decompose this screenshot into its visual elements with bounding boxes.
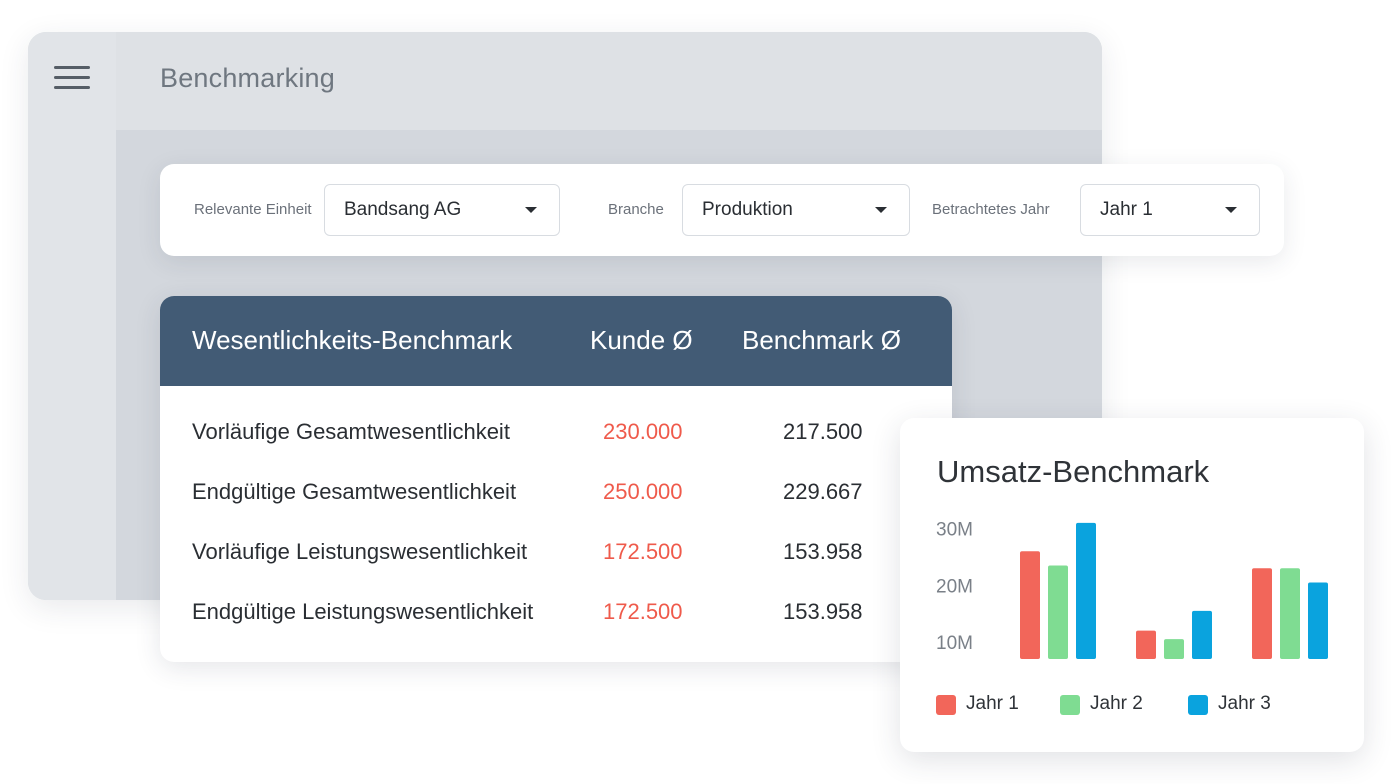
industry-select[interactable]: Produktion [682, 184, 910, 236]
hamburger-menu-icon[interactable] [54, 66, 90, 90]
benchmark-value: 229.667 [783, 479, 863, 504]
chevron-down-icon [525, 207, 537, 213]
year-filter-label: Betrachtetes Jahr [932, 201, 1050, 218]
bar-jahr-3 [1308, 582, 1328, 659]
chevron-down-icon [1225, 207, 1237, 213]
bar-jahr-1 [1136, 630, 1156, 659]
row-label: Vorläufige Leistungswesentlichkeit [192, 539, 528, 564]
table-row: Endgültige Gesamtwesentlichkeit 250.000 … [160, 479, 952, 539]
legend-swatch [1188, 695, 1208, 715]
bar-jahr-2 [1164, 639, 1184, 659]
legend-label: Jahr 3 [1218, 693, 1271, 714]
chevron-down-icon [875, 207, 887, 213]
bar-jahr-3 [1192, 610, 1212, 659]
table-row: Vorläufige Gesamtwesentlichkeit 230.000 … [160, 419, 952, 479]
chart-title: Umsatz-Benchmark [937, 454, 1210, 489]
bar-jahr-2 [1280, 568, 1300, 659]
row-label: Endgültige Gesamtwesentlichkeit [192, 479, 517, 504]
materiality-benchmark-table: Wesentlichkeits-Benchmark Kunde Ø Benchm… [160, 296, 952, 662]
page-title: Benchmarking [160, 63, 335, 93]
legend-swatch [936, 695, 956, 715]
customer-value: 230.000 [603, 419, 683, 444]
unit-filter-label: Relevante Einheit [194, 201, 312, 218]
year-select[interactable]: Jahr 1 [1080, 184, 1260, 236]
y-tick-label: 20M [936, 576, 973, 597]
chart-plot: 30M 20M 10M [936, 520, 1328, 659]
benchmark-value: 217.500 [783, 419, 863, 444]
revenue-benchmark-chart: Umsatz-Benchmark 30M 20M 10M Jahr 1 Jahr 2… [900, 418, 1364, 752]
filter-bar: Relevante Einheit Bandsang AG Branche Pr… [160, 164, 1284, 256]
row-label: Vorläufige Gesamtwesentlichkeit [192, 419, 510, 444]
table-row: Vorläufige Leistungswesentlichkeit 172.5… [160, 539, 952, 599]
column-header-benchmark-avg: Benchmark Ø [742, 325, 901, 355]
column-header-customer-avg: Kunde Ø [590, 325, 693, 355]
legend-swatch [1060, 695, 1080, 715]
year-select-value: Jahr 1 [1100, 199, 1153, 220]
customer-value: 250.000 [603, 479, 683, 504]
customer-value: 172.500 [603, 539, 683, 564]
legend-label: Jahr 2 [1090, 693, 1143, 714]
sidebar [28, 32, 116, 600]
unit-select-value: Bandsang AG [344, 199, 462, 220]
benchmark-value: 153.958 [783, 539, 863, 564]
row-label: Endgültige Leistungswesentlichkeit [192, 599, 534, 624]
bar-jahr-3 [1076, 522, 1096, 659]
legend-label: Jahr 1 [966, 693, 1019, 714]
table-header: Wesentlichkeits-Benchmark Kunde Ø Benchm… [160, 296, 952, 386]
table-row: Endgültige Leistungswesentlichkeit 172.5… [160, 599, 952, 659]
y-tick-label: 10M [936, 633, 973, 654]
bar-jahr-2 [1048, 565, 1068, 659]
benchmark-value: 153.958 [783, 599, 863, 624]
industry-select-value: Produktion [702, 199, 793, 220]
bar-jahr-1 [1020, 551, 1040, 659]
top-bar: Benchmarking [116, 32, 1102, 130]
bar-jahr-1 [1252, 568, 1272, 659]
customer-value: 172.500 [603, 599, 683, 624]
column-header-benchmark: Wesentlichkeits-Benchmark [192, 325, 513, 355]
unit-select[interactable]: Bandsang AG [324, 184, 560, 236]
y-tick-label: 30M [936, 520, 973, 541]
industry-filter-label: Branche [608, 201, 664, 218]
